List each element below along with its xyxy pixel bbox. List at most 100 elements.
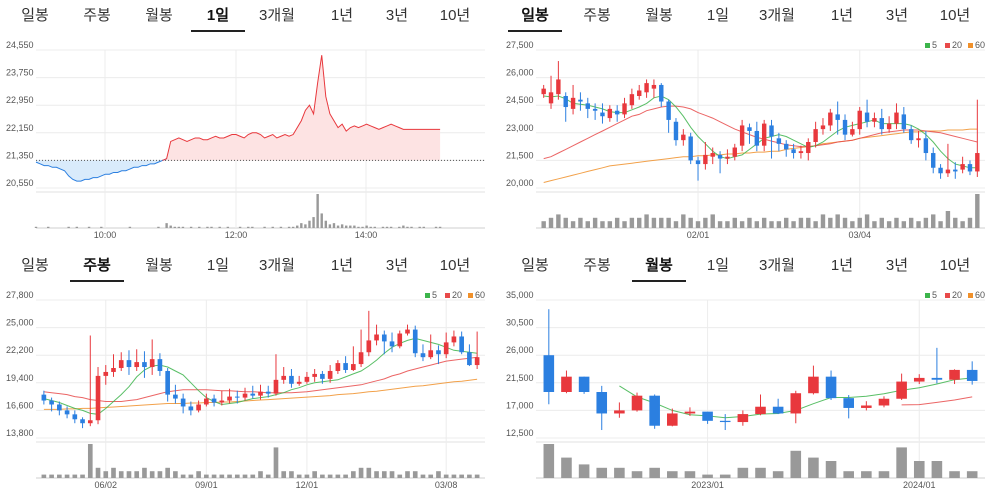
volume-bar [402,225,405,228]
candle-body [737,414,749,423]
tab-1day[interactable]: 1일 [706,257,730,274]
tab-weekly[interactable]: 주봉 [583,7,611,24]
tab-10years[interactable]: 10년 [439,7,471,24]
volume-bar [451,474,457,478]
candle-body [304,376,310,382]
volume-bar [410,226,413,228]
candle-body [681,134,686,141]
volume-bar [357,226,360,228]
volume-bar [913,461,925,478]
ma20-line [543,105,978,160]
volume-bar [80,474,85,478]
tab-10years[interactable]: 10년 [939,7,971,24]
tab-10years[interactable]: 10년 [939,257,971,274]
volume-bar [443,474,449,478]
candle-body [64,410,70,415]
tab-3years[interactable]: 3년 [385,7,409,24]
candle-body [459,336,464,353]
candle-body [80,419,85,424]
volume-bar [335,474,341,478]
tab-3years[interactable]: 3년 [885,7,909,24]
candle-body [755,406,766,415]
volume-bar [607,221,613,228]
volume-bar [790,450,802,478]
legend-swatch-ma20 [945,43,950,48]
volume-bar [412,471,418,478]
tab-monthly[interactable]: 월봉 [145,257,173,274]
candle-body [250,393,256,396]
tab-3months[interactable]: 3개월 [259,257,295,274]
tab-weekly[interactable]: 주봉 [70,254,124,282]
volume-bar [637,217,642,228]
tab-monthly[interactable]: 월봉 [145,7,173,24]
tab-3months[interactable]: 3개월 [259,7,295,24]
volume-bar [247,226,250,228]
tab-3years[interactable]: 3년 [885,257,909,274]
volume-bar [111,467,116,478]
volume-bar [67,226,70,228]
volume-bar [198,226,201,228]
candle-body [149,359,155,368]
volume-bar [118,471,124,478]
volume-bar [374,471,379,478]
volume-bar [397,474,403,478]
tab-daily[interactable]: 일봉 [508,4,562,32]
tab-3months[interactable]: 3개월 [759,257,795,274]
candle-body [667,413,678,426]
candle-body [776,138,782,144]
candle-body [87,420,93,424]
volume-bar [813,221,818,228]
tab-1year[interactable]: 1년 [330,7,354,24]
candle-body [443,342,449,355]
candle-body [843,398,854,408]
candle-body [556,79,561,95]
volume-bar [710,214,715,228]
y-tick-label: 35,000 [506,290,534,300]
tab-3years[interactable]: 3년 [385,257,409,274]
volume-bar [157,471,163,478]
tab-daily[interactable]: 일봉 [521,257,549,274]
chart-background [500,32,990,245]
tab-1day[interactable]: 1일 [191,4,245,32]
volume-bar [543,444,555,478]
tab-1day[interactable]: 1일 [706,7,730,24]
tab-daily[interactable]: 일봉 [21,257,49,274]
x-tick-label: 02/01 [687,230,710,240]
tab-daily[interactable]: 일봉 [21,7,49,24]
volume-bar [688,217,693,228]
tab-1year[interactable]: 1년 [830,7,854,24]
volume-bar [428,474,434,478]
candle-body [739,125,745,146]
tab-3months[interactable]: 3개월 [759,7,795,24]
tab-1year[interactable]: 1년 [330,257,354,274]
volume-bar [754,221,760,228]
volume-bar [420,474,426,478]
legend-label-ma5: 5 [932,40,937,50]
candle-body [543,355,555,392]
volume-bar [100,226,103,228]
volume-bar [649,467,660,478]
volume-bar [369,226,372,228]
candle-body [258,391,263,396]
volume-bar [405,471,410,478]
tab-1day[interactable]: 1일 [206,257,230,274]
tab-monthly[interactable]: 월봉 [632,254,686,282]
volume-bar [181,226,185,228]
candle-body [769,125,774,137]
volume-bar [896,447,907,478]
legend-label-ma60: 60 [975,40,985,50]
candle-body [474,357,480,366]
legend-swatch-ma60 [468,293,473,298]
tab-monthly[interactable]: 월봉 [645,7,673,24]
volume-bar [931,214,936,228]
tab-weekly[interactable]: 주봉 [83,7,111,24]
volume-bar [872,221,877,228]
candle-body [219,400,225,403]
volume-bar [629,217,635,228]
tab-1year[interactable]: 1년 [830,257,854,274]
tab-weekly[interactable]: 주봉 [583,257,611,274]
volume-bar [474,474,480,478]
y-tick-label: 13,800 [6,428,34,438]
volume-bar [614,217,620,228]
tab-10years[interactable]: 10년 [439,257,471,274]
